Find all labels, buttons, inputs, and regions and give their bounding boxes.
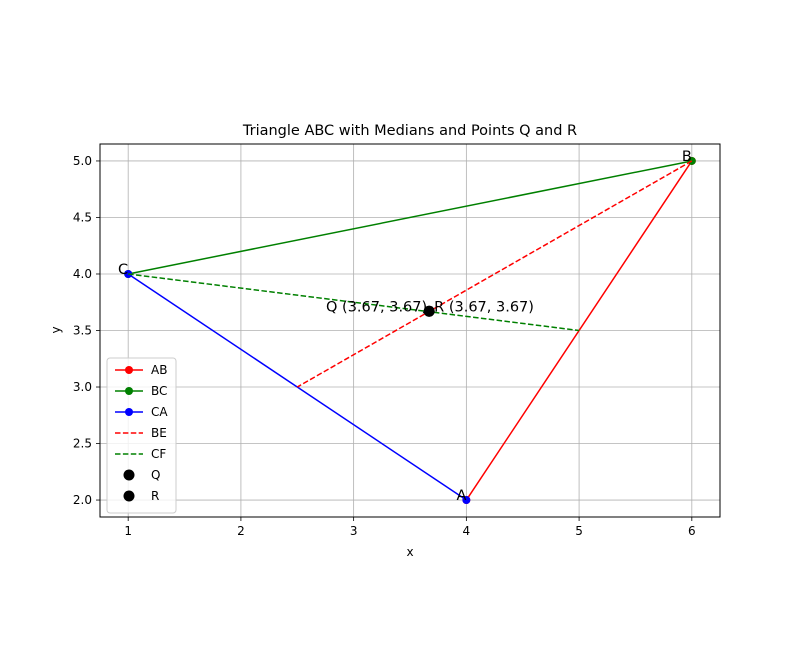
legend-label-r: R	[151, 489, 159, 503]
series-be-line	[296, 160, 693, 388]
legend-label-ca: CA	[151, 405, 168, 419]
y-axis-label: y	[49, 326, 63, 333]
y-tick-label: 3.5	[73, 324, 92, 338]
y-tick-label: 2.0	[73, 493, 92, 507]
legend-swatch-q	[123, 469, 135, 481]
points-layer	[423, 305, 435, 317]
series-ab-line	[465, 160, 693, 501]
legend-label-q: Q	[151, 468, 160, 482]
y-tick-label: 5.0	[73, 154, 92, 168]
point-q-label: Q (3.67, 3.67)	[326, 299, 427, 315]
legend-label-be: BE	[151, 426, 167, 440]
x-axis-ticks: 1 2 3 4 5 6	[124, 517, 696, 538]
legend-label-ab: AB	[151, 363, 167, 377]
y-tick-label: 4.0	[73, 267, 92, 281]
series-bc-line	[128, 160, 692, 275]
x-tick-label: 1	[124, 524, 132, 538]
x-tick-label: 3	[350, 524, 358, 538]
series-ca-point	[462, 496, 471, 505]
series-layer	[124, 156, 696, 505]
y-tick-label: 3.0	[73, 380, 92, 394]
x-tick-label: 6	[688, 524, 696, 538]
x-axis-label: x	[406, 545, 413, 559]
x-tick-label: 4	[463, 524, 471, 538]
point-r-marker	[423, 305, 435, 317]
legend-swatch-marker-ca	[125, 408, 133, 416]
chart-title: Triangle ABC with Medians and Points Q a…	[242, 123, 577, 139]
labels-layer: Q (3.67, 3.67) R (3.67, 3.67)ABC	[118, 149, 692, 504]
vertex-label-c: C	[118, 262, 128, 278]
series-cf-line	[128, 273, 580, 332]
point-r-label: R (3.67, 3.67)	[434, 299, 534, 315]
legend-label-cf: CF	[151, 447, 166, 461]
vertex-label-a: A	[456, 488, 466, 504]
legend: AB BC CA BE CF QR	[106, 357, 177, 514]
x-tick-label: 5	[575, 524, 583, 538]
y-tick-label: 2.5	[73, 437, 92, 451]
x-tick-label: 2	[237, 524, 245, 538]
legend-swatch-marker-bc	[125, 387, 133, 395]
y-tick-label: 4.5	[73, 210, 92, 224]
vertex-label-b: B	[682, 149, 692, 165]
legend-label-bc: BC	[151, 384, 167, 398]
legend-swatch-marker-ab	[125, 366, 133, 374]
legend-swatch-r	[123, 490, 135, 502]
grid	[100, 144, 720, 517]
y-axis-ticks: 2.0 2.5 3.0 3.5 4.0 4.5 5.0	[73, 154, 100, 507]
